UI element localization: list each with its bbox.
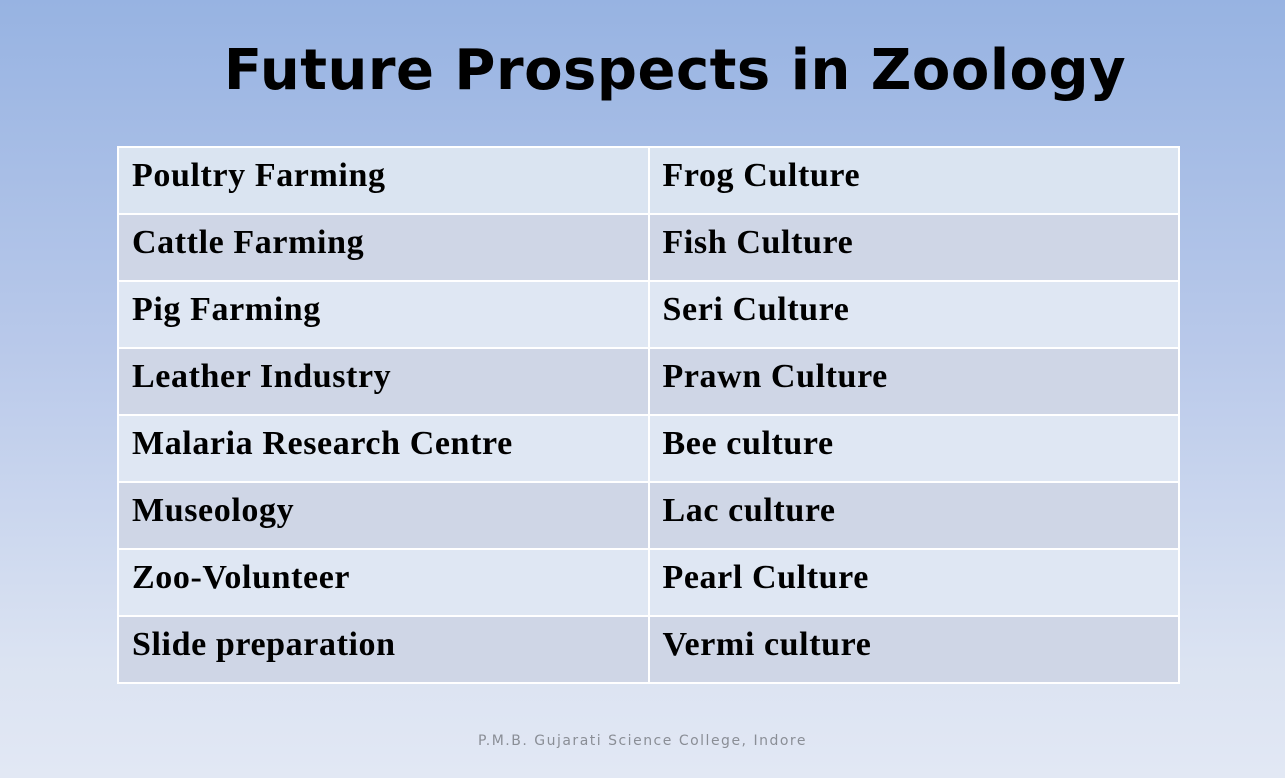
table-cell: Fish Culture [647,213,1180,282]
table-cell: Lac culture [647,481,1180,550]
table-cell: Pearl Culture [647,548,1180,617]
table-cell: Pig Farming [117,280,650,349]
table-cell: Leather Industry [117,347,650,416]
slide-title: Future Prospects in Zoology [223,38,1127,103]
table-row: Pig Farming Seri Culture [117,280,1180,349]
table-row: Museology Lac culture [117,481,1180,550]
table-cell: Cattle Farming [117,213,650,282]
table-row: Slide preparation Vermi culture [117,615,1180,684]
table-cell: Seri Culture [647,280,1180,349]
table-cell: Slide preparation [117,615,650,684]
table-row: Malaria Research Centre Bee culture [117,414,1180,483]
table-row: Cattle Farming Fish Culture [117,213,1180,282]
prospects-table: Poultry Farming Frog Culture Cattle Farmin… [117,146,1180,684]
table-cell: Vermi culture [647,615,1180,684]
slide-footer: P.M.B. Gujarati Science College, Indore [478,733,807,749]
table-cell: Frog Culture [647,146,1180,215]
table-cell: Prawn Culture [647,347,1180,416]
table-cell: Bee culture [647,414,1180,483]
table-cell: Malaria Research Centre [117,414,650,483]
table-row: Leather Industry Prawn Culture [117,347,1180,416]
table-row: Poultry Farming Frog Culture [117,146,1180,215]
table-cell: Poultry Farming [117,146,650,215]
table-row: Zoo-Volunteer Pearl Culture [117,548,1180,617]
table-cell: Zoo-Volunteer [117,548,650,617]
table-cell: Museology [117,481,650,550]
